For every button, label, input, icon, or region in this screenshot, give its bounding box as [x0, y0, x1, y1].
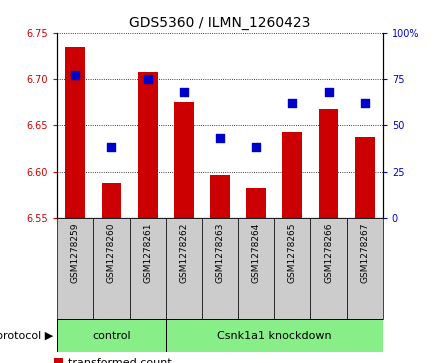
Text: GSM1278267: GSM1278267 [360, 223, 369, 284]
Text: GSM1278266: GSM1278266 [324, 223, 333, 284]
Bar [102, 183, 121, 218]
Text: control: control [92, 331, 131, 341]
Text: protocol ▶: protocol ▶ [0, 331, 53, 341]
FancyBboxPatch shape [274, 218, 311, 319]
FancyBboxPatch shape [57, 218, 93, 319]
Legend: transformed count, percentile rank within the sample: transformed count, percentile rank withi… [54, 358, 256, 363]
FancyBboxPatch shape [166, 319, 383, 352]
Text: GSM1278262: GSM1278262 [180, 223, 188, 283]
Point [72, 72, 79, 78]
Text: GSM1278261: GSM1278261 [143, 223, 152, 284]
Point [325, 89, 332, 95]
Bar [319, 110, 338, 218]
Title: GDS5360 / ILMN_1260423: GDS5360 / ILMN_1260423 [129, 16, 311, 30]
Bar [174, 102, 194, 218]
Text: Csnk1a1 knockdown: Csnk1a1 knockdown [217, 331, 332, 341]
FancyBboxPatch shape [129, 218, 166, 319]
FancyBboxPatch shape [57, 319, 166, 352]
Bar [138, 73, 158, 218]
Bar [355, 137, 375, 218]
Bar [282, 132, 302, 218]
FancyBboxPatch shape [166, 218, 202, 319]
Bar [210, 175, 230, 218]
Text: GSM1278264: GSM1278264 [252, 223, 260, 283]
Point [289, 100, 296, 106]
Point [144, 76, 151, 82]
Bar [246, 188, 266, 218]
Text: GSM1278259: GSM1278259 [71, 223, 80, 284]
FancyBboxPatch shape [202, 218, 238, 319]
FancyBboxPatch shape [238, 218, 274, 319]
FancyBboxPatch shape [347, 218, 383, 319]
Point [180, 89, 187, 95]
Point [253, 144, 260, 150]
FancyBboxPatch shape [93, 218, 129, 319]
Text: GSM1278265: GSM1278265 [288, 223, 297, 284]
Point [108, 144, 115, 150]
Text: GSM1278263: GSM1278263 [216, 223, 224, 284]
Text: GSM1278260: GSM1278260 [107, 223, 116, 284]
Point [361, 100, 368, 106]
Bar [66, 46, 85, 218]
Point [216, 135, 224, 141]
FancyBboxPatch shape [311, 218, 347, 319]
